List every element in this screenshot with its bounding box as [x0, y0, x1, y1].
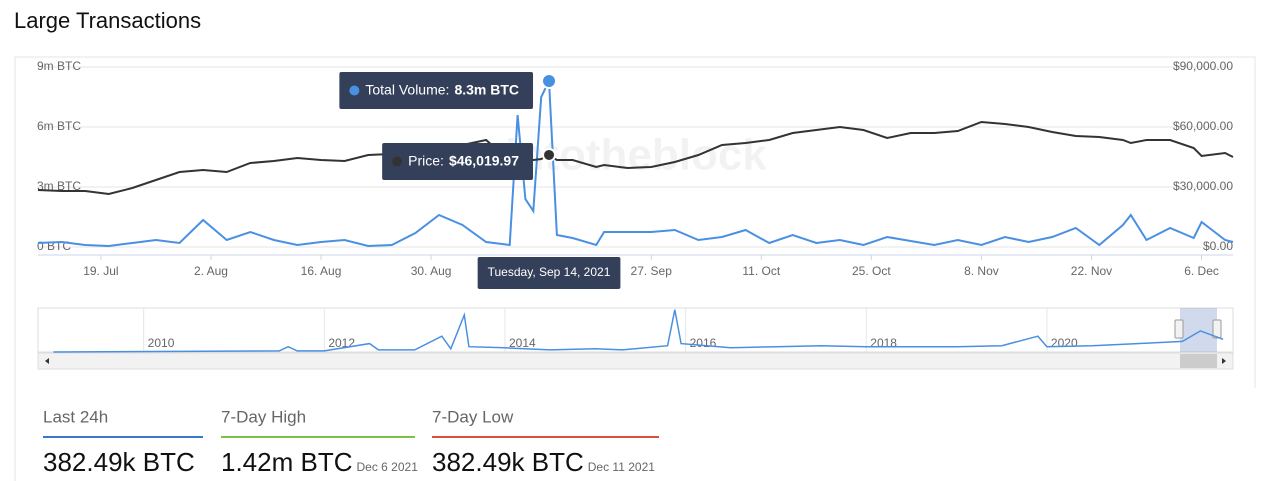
navigator-tick-label: 2014 — [509, 336, 536, 350]
navigator-handle[interactable] — [1174, 319, 1184, 339]
tooltip-box — [339, 72, 534, 109]
hover-point — [542, 147, 557, 162]
x-tooltip: Tuesday, Sep 14, 2021 — [477, 257, 621, 289]
x-tick-label: 11. Oct — [742, 264, 780, 278]
tooltip: Total Volume: 8.3m BTC — [339, 72, 534, 109]
y2-tick-label: $0.00 — [1203, 239, 1233, 253]
stat-value: 382.49k BTC — [432, 447, 584, 477]
navigator-tick-label: 2018 — [870, 336, 897, 350]
x-tick-label: 6. Dec — [1184, 264, 1219, 278]
tooltip-label: Price: — [408, 153, 444, 169]
scroll-right[interactable] — [1222, 358, 1226, 364]
scrollbar-thumb[interactable] — [1180, 354, 1217, 368]
series-line — [37, 120, 1234, 196]
stat-label: 7-Day High — [221, 407, 306, 426]
x-tick-label: 2. Aug — [194, 264, 228, 278]
x-tick-label: 30. Aug — [411, 264, 452, 278]
tooltip: Price: $46,019.97 — [382, 143, 534, 180]
tooltip-dot — [392, 156, 403, 167]
stat-value: 382.49k BTC — [43, 447, 195, 477]
x-tick-label: 8. Nov — [964, 264, 999, 278]
stat-label: Last 24h — [43, 407, 108, 426]
y-tick-label: 6m BTC — [37, 119, 81, 133]
x-tick-label: 19. Jul — [83, 264, 118, 278]
blank — [1190, 388, 1280, 481]
y2-tick-label: $60,000.00 — [1173, 119, 1233, 133]
y2-tick-label: $30,000.00 — [1173, 179, 1233, 193]
navigator-tick-label: 2010 — [148, 336, 175, 350]
x-tooltip-label: Tuesday, Sep 14, 2021 — [488, 265, 611, 279]
scroll-left[interactable] — [45, 358, 49, 364]
x-tick-label: 16. Aug — [301, 264, 342, 278]
hover-point — [541, 73, 558, 89]
stat-date: Dec 6 2021 — [357, 460, 419, 474]
panel — [14, 56, 1256, 481]
tooltip-dot — [349, 85, 360, 96]
x-tick-label: 25. Oct — [852, 264, 891, 278]
navigator-handle[interactable] — [1212, 319, 1222, 339]
navigator-tick-label: 2020 — [1051, 336, 1078, 350]
x-tick-label: 22. Nov — [1071, 264, 1112, 278]
navigator-line — [53, 309, 1224, 353]
tooltip-value: $46,019.97 — [449, 153, 519, 169]
stat-underline — [43, 436, 203, 438]
tooltip-box — [382, 143, 534, 180]
navigator-tick-label: 2016 — [690, 336, 717, 350]
tooltip-value: 8.3m BTC — [454, 82, 519, 98]
y-tick-label: 0 BTC — [37, 239, 71, 253]
navigator — [37, 307, 1234, 353]
x-tick-label: 27. Sep — [631, 264, 673, 278]
navigator-selection[interactable] — [1180, 308, 1217, 352]
stat-underline — [432, 436, 659, 438]
tooltip-box — [477, 257, 621, 289]
y-tick-label: 9m BTC — [37, 59, 81, 73]
page-title: Large Transactions — [14, 8, 201, 33]
stat-value: 1.42m BTC — [221, 447, 353, 477]
tooltip-label: Total Volume: — [365, 82, 449, 98]
stat-label: 7-Day Low — [432, 407, 514, 426]
stat-date: Dec 11 2021 — [588, 460, 655, 474]
y2-tick-label: $90,000.00 — [1173, 59, 1233, 73]
scrollbar[interactable] — [37, 352, 1234, 370]
stat-underline — [221, 436, 415, 438]
series-line — [37, 80, 1234, 248]
